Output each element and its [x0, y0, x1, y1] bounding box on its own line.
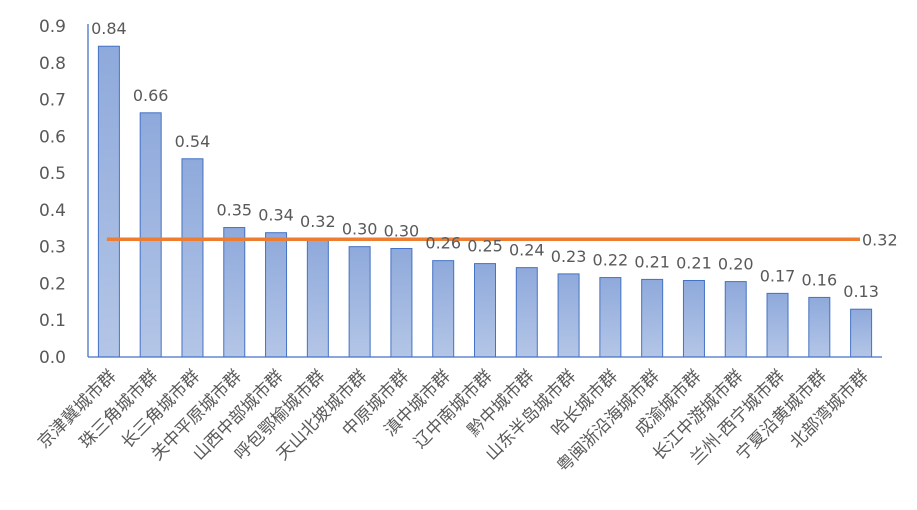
reference-line-layer: 0.32	[106, 230, 898, 249]
y-tick-label: 0.6	[39, 127, 66, 147]
axes	[87, 24, 882, 358]
bar	[474, 263, 496, 358]
y-tick-label: 0.0	[39, 348, 66, 368]
data-label: 0.35	[216, 201, 252, 220]
y-tick-label: 0.1	[39, 311, 66, 331]
bar	[390, 248, 413, 358]
bars	[97, 45, 873, 358]
data-label: 0.66	[133, 86, 169, 105]
bar	[808, 296, 831, 358]
y-tick-label: 0.9	[39, 17, 66, 37]
data-label: 0.20	[718, 255, 754, 274]
data-label: 0.13	[843, 282, 879, 301]
bar	[223, 227, 246, 358]
bar	[265, 232, 288, 358]
data-label: 0.17	[760, 266, 796, 285]
data-label: 0.32	[300, 212, 336, 231]
data-label: 0.54	[175, 132, 211, 151]
bar	[724, 281, 747, 358]
bar	[850, 308, 873, 358]
data-label: 0.34	[258, 206, 294, 225]
data-label: 0.26	[425, 234, 461, 253]
bar	[682, 280, 705, 358]
data-label: 0.23	[551, 247, 587, 266]
data-label: 0.25	[467, 237, 503, 256]
data-label: 0.30	[384, 222, 420, 241]
data-label: 0.24	[509, 241, 545, 260]
bar	[515, 267, 538, 358]
bar	[641, 278, 664, 358]
bar	[432, 260, 455, 358]
data-labels: 0.84 0.66 0.54 0.35 0.34 0.32 0.30 0.30 0.26 0.25…	[91, 19, 879, 301]
bar	[599, 277, 622, 358]
y-tick-label: 0.2	[39, 274, 66, 294]
x-axis-labels: 京津冀城市群珠三角城市群长三角城市群关中平原城市群山西中部城市群呼包鄂榆城市群天…	[34, 366, 872, 476]
bar	[139, 112, 162, 358]
data-label: 0.84	[91, 19, 127, 38]
data-label: 0.22	[593, 251, 629, 270]
y-tick-label: 0.8	[39, 54, 66, 74]
bar	[306, 238, 329, 358]
y-tick-label: 0.4	[39, 201, 66, 221]
bar	[557, 273, 580, 358]
y-tick-label: 0.7	[39, 91, 66, 111]
bar	[181, 158, 204, 358]
reference-line-label: 0.32	[862, 230, 898, 249]
data-label: 0.21	[634, 252, 670, 271]
bar	[766, 292, 789, 358]
data-label: 0.30	[342, 220, 378, 239]
data-label: 0.21	[676, 254, 712, 273]
bar	[348, 246, 371, 358]
bar	[97, 45, 120, 358]
y-tick-label: 0.3	[39, 238, 66, 258]
data-label: 0.16	[802, 270, 838, 289]
y-tick-label: 0.5	[39, 164, 66, 184]
y-axis-ticks: 0.0 0.1 0.2 0.3 0.4 0.5 0.6 0.7 0.8 0.9	[39, 17, 66, 368]
